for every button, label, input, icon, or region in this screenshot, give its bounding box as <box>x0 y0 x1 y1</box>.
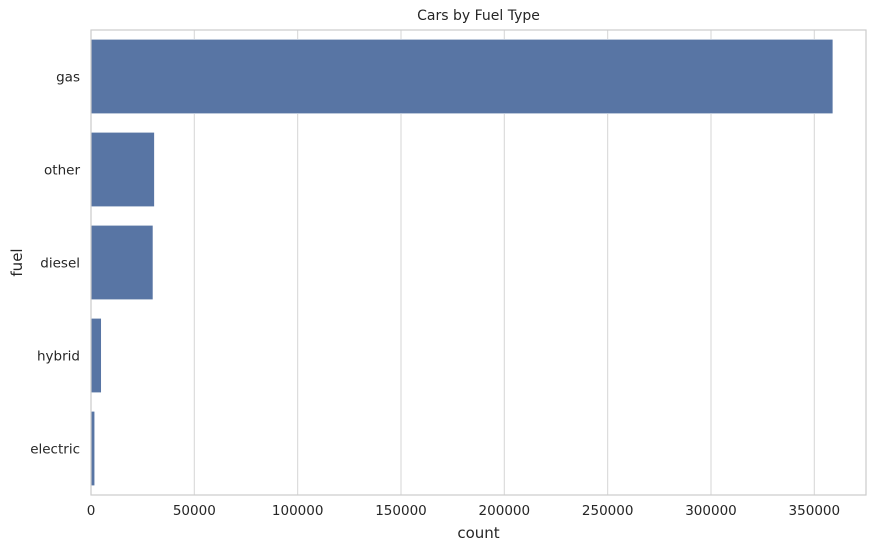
y-tick-label-electric: electric <box>30 442 80 458</box>
bar-gas <box>90 38 834 115</box>
y-tick-labels: gas other diesel hybrid electric <box>30 70 80 458</box>
x-tick-label: 150000 <box>375 503 427 519</box>
x-tick-label: 250000 <box>582 503 634 519</box>
bar-hybrid <box>90 317 102 393</box>
x-tick-label: 100000 <box>272 503 324 519</box>
x-axis-label: count <box>457 524 499 542</box>
chart-title: Cars by Fuel Type <box>417 8 540 24</box>
plot-frame <box>90 29 867 496</box>
x-tick-labels: 0 50000 100000 150000 200000 250000 300000 3500… <box>87 503 840 519</box>
x-tick-label: 200000 <box>479 503 531 519</box>
x-tick-label: 350000 <box>789 503 841 519</box>
x-tick-label: 0 <box>87 503 96 519</box>
y-tick-label-hybrid: hybrid <box>37 349 80 365</box>
y-tick-label-gas: gas <box>56 70 80 86</box>
bar-diesel <box>90 225 154 301</box>
y-tick-label-diesel: diesel <box>40 256 80 272</box>
x-tick-label: 300000 <box>685 503 737 519</box>
x-tick-label: 50000 <box>173 503 216 519</box>
bar-other <box>90 132 155 208</box>
y-axis-label: fuel <box>8 248 26 276</box>
y-tick-label-other: other <box>44 163 80 179</box>
